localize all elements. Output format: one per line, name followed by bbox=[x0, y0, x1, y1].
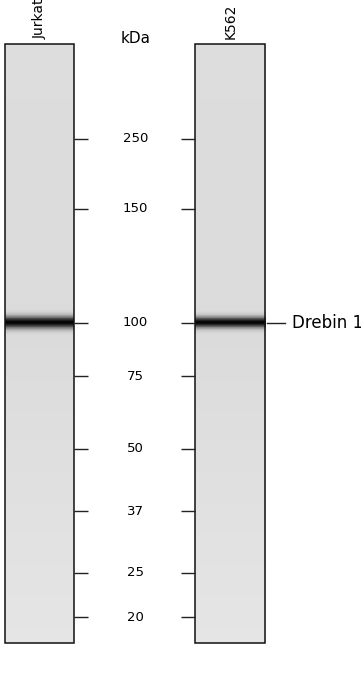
Text: 50: 50 bbox=[127, 442, 144, 456]
Text: kDa: kDa bbox=[120, 31, 151, 46]
Text: 150: 150 bbox=[123, 202, 148, 216]
Bar bbox=[5, 44, 74, 643]
Text: Jurkat: Jurkat bbox=[33, 0, 47, 39]
Text: 100: 100 bbox=[123, 316, 148, 330]
Bar bbox=[195, 44, 265, 643]
Text: 25: 25 bbox=[127, 566, 144, 579]
Text: 250: 250 bbox=[123, 132, 148, 146]
Text: K562: K562 bbox=[223, 3, 237, 39]
Text: 20: 20 bbox=[127, 611, 144, 624]
Text: 75: 75 bbox=[127, 369, 144, 383]
Text: Drebin 1: Drebin 1 bbox=[292, 314, 361, 332]
Text: 37: 37 bbox=[127, 505, 144, 518]
